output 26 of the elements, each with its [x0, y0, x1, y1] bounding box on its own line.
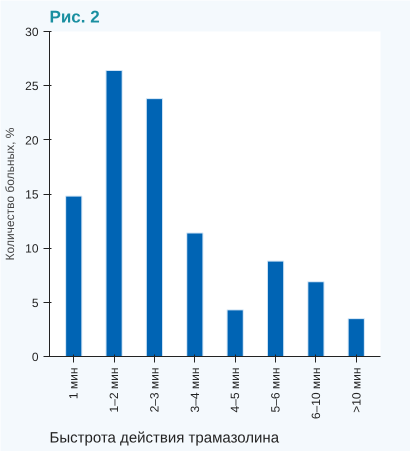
- bar: [226, 309, 244, 356]
- y-tick-label: 0: [32, 350, 39, 364]
- x-tick-label: >10 мин: [349, 367, 364, 413]
- bar: [307, 281, 324, 356]
- bar: [266, 260, 284, 356]
- y-tick-label: 5: [32, 296, 39, 310]
- x-tick-label: 3–4 мин: [188, 368, 202, 412]
- y-tick-label: 25: [25, 79, 39, 94]
- y-tick-label: 20: [25, 133, 39, 148]
- x-tick-label: 4–5 мин: [228, 368, 242, 412]
- text: Быстрота действия трамазолина: [50, 430, 280, 446]
- x-tick-label: 5–6 мин: [268, 368, 283, 412]
- bar: [348, 318, 365, 356]
- bar: [65, 196, 82, 356]
- y-tick-label: 15: [25, 188, 39, 202]
- y-tick-label: 10: [25, 242, 39, 256]
- x-tick-label: 2–3 мин: [147, 368, 162, 412]
- bar: [146, 98, 164, 356]
- bar: [186, 232, 204, 356]
- bar: [106, 70, 123, 356]
- chart-title: Рис. 2: [50, 8, 100, 26]
- y-axis-title: Количество больных, %: [3, 127, 18, 260]
- x-tick-label: 1–2 мин: [107, 368, 122, 412]
- y-tick-label: 30: [25, 25, 39, 39]
- x-tick-label: 6–10 мин: [308, 368, 323, 420]
- x-tick-label: 1 мин: [66, 367, 81, 400]
